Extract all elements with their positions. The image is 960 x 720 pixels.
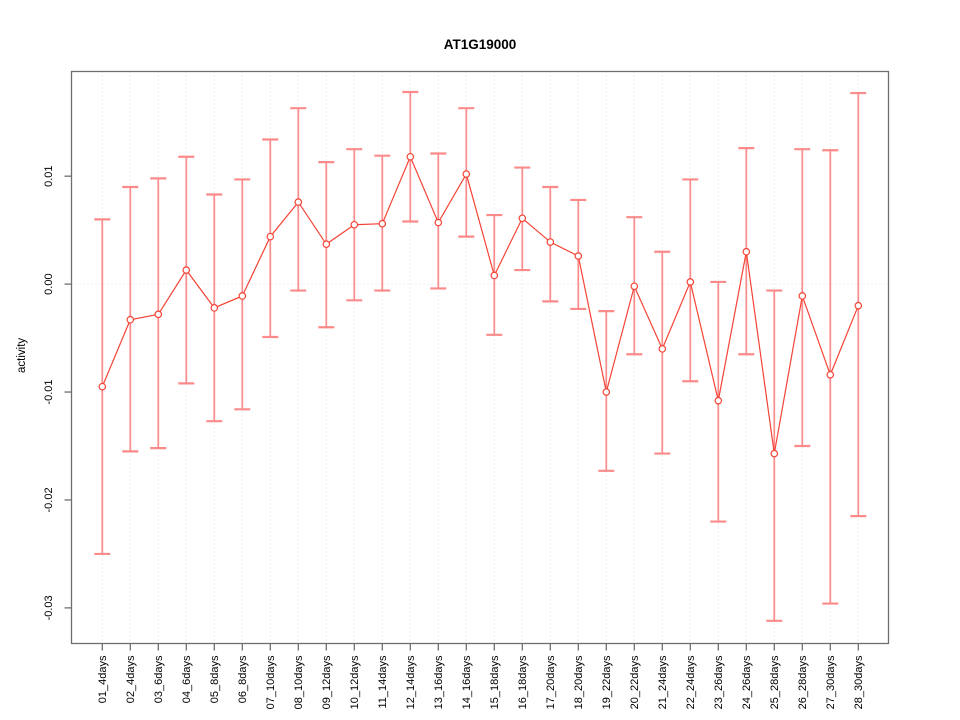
x-tick-label: 23_26days bbox=[713, 655, 725, 709]
data-point-marker bbox=[350, 220, 359, 229]
data-point-marker bbox=[686, 278, 695, 286]
data-point-marker bbox=[742, 247, 751, 256]
x-tick-label: 03_6days bbox=[153, 655, 165, 703]
x-tick-label: 16_18days bbox=[517, 655, 529, 709]
data-point-marker bbox=[714, 396, 723, 405]
y-tick-label: -0.02 bbox=[43, 487, 55, 512]
x-tick-label: 19_22days bbox=[601, 655, 613, 709]
x-tick-label: 26_28days bbox=[797, 655, 809, 709]
x-tick-label: 27_30days bbox=[825, 655, 837, 709]
data-point-marker bbox=[770, 449, 779, 458]
x-tick-label: 20_22days bbox=[629, 655, 641, 709]
data-point-marker bbox=[98, 382, 107, 391]
data-point-marker bbox=[490, 271, 499, 280]
x-tick-label: 22_24days bbox=[685, 655, 697, 709]
data-point-marker bbox=[630, 282, 639, 291]
x-tick-label: 11_14days bbox=[377, 655, 389, 709]
data-point-marker bbox=[798, 292, 807, 300]
x-tick-label: 10_12days bbox=[349, 655, 361, 709]
x-tick-label: 18_20days bbox=[573, 655, 585, 709]
x-tick-label: 06_8days bbox=[237, 655, 249, 703]
data-point-marker bbox=[546, 238, 555, 246]
data-point-marker bbox=[658, 345, 667, 353]
data-point-marker bbox=[322, 240, 331, 248]
data-point-marker bbox=[378, 219, 387, 228]
y-tick-label: -0.03 bbox=[43, 595, 55, 620]
x-tick-label: 25_28days bbox=[769, 655, 781, 709]
data-point-marker bbox=[854, 301, 863, 310]
y-tick-label: 0.00 bbox=[43, 273, 55, 294]
x-tick-label: 09_12days bbox=[321, 655, 333, 709]
x-tick-label: 12_14days bbox=[405, 655, 417, 709]
data-point-marker bbox=[182, 266, 191, 274]
y-tick-label: 0.01 bbox=[43, 165, 55, 186]
x-tick-label: 14_16days bbox=[461, 655, 473, 709]
plot-border bbox=[70, 70, 890, 645]
x-tick-label: 17_20days bbox=[545, 655, 557, 709]
series-line bbox=[101, 155, 859, 454]
x-tick-label: 01_4days bbox=[97, 655, 109, 703]
x-tick-label: 04_6days bbox=[181, 655, 193, 703]
y-tick-label: -0.01 bbox=[43, 379, 55, 404]
data-point-marker bbox=[238, 292, 247, 300]
x-tick-label: 05_8days bbox=[209, 655, 221, 703]
x-tick-label: 21_24days bbox=[657, 655, 669, 709]
data-point-marker bbox=[406, 152, 415, 161]
data-point-marker bbox=[434, 218, 443, 227]
data-point-marker bbox=[574, 252, 583, 260]
data-point-marker bbox=[210, 304, 219, 312]
data-point-marker bbox=[126, 315, 135, 324]
data-point-marker bbox=[602, 388, 611, 396]
x-tick-label: 28_30days bbox=[853, 655, 865, 709]
x-tick-label: 02_4days bbox=[125, 655, 137, 703]
data-point-marker bbox=[154, 310, 163, 319]
data-point-marker bbox=[294, 198, 303, 206]
x-tick-label: 13_16days bbox=[433, 655, 445, 709]
data-point-marker bbox=[266, 232, 275, 241]
data-point-marker bbox=[462, 170, 471, 178]
chart-title: AT1G19000 bbox=[443, 37, 517, 52]
x-tick-label: 15_18days bbox=[489, 655, 501, 709]
x-tick-label: 07_10days bbox=[265, 655, 277, 709]
x-tick-label: 24_26days bbox=[741, 655, 753, 709]
data-point-marker bbox=[826, 370, 835, 379]
data-point-marker bbox=[518, 214, 527, 223]
x-tick-label: 08_10days bbox=[293, 655, 305, 709]
